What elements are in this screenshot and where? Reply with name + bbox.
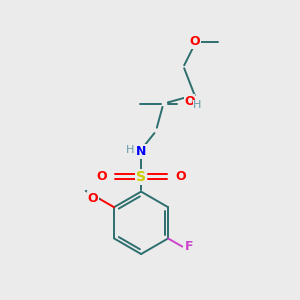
Text: O: O xyxy=(189,35,200,48)
Text: H: H xyxy=(126,145,134,155)
Text: O: O xyxy=(184,95,195,108)
Text: O: O xyxy=(88,192,98,205)
Text: O: O xyxy=(175,170,186,183)
Text: F: F xyxy=(184,240,193,253)
Text: O: O xyxy=(96,170,107,183)
Text: S: S xyxy=(136,170,146,184)
Text: N: N xyxy=(136,145,146,158)
Text: H: H xyxy=(193,100,202,110)
